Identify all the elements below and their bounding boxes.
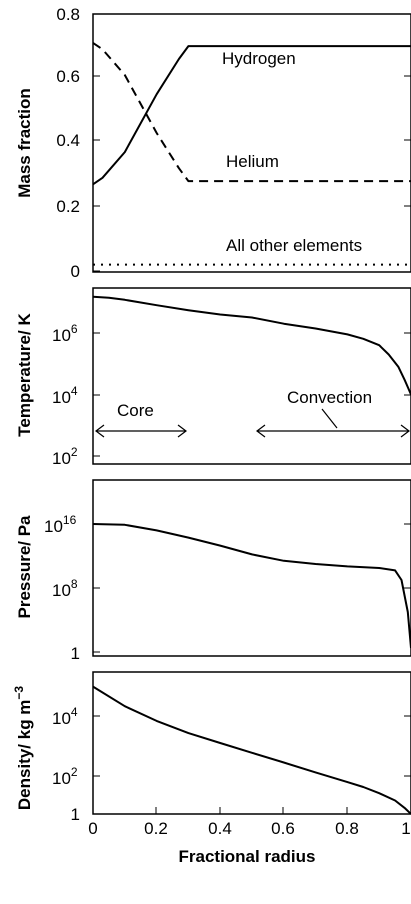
- series-line-panel-3: [92, 685, 411, 815]
- y-axis-label: Temperature/ K: [15, 313, 34, 437]
- series-line-hydrogen: [92, 45, 411, 186]
- y-axis-label: Mass fraction: [15, 88, 34, 198]
- axes-frame: [92, 13, 411, 273]
- y-ticks: 104 102 1: [52, 705, 411, 824]
- y-tick-label: 104: [52, 705, 78, 728]
- panel-pressure: Pressure/ Pa 1016 108 1: [15, 479, 411, 663]
- y-tick-label: 1: [71, 644, 80, 663]
- axes-frame: [92, 671, 411, 815]
- y-tick-label: 104: [52, 384, 78, 407]
- y-tick-label: 0.2: [56, 197, 80, 216]
- x-ticks: 0 0.2 0.4 0.6 0.8 1: [88, 807, 411, 838]
- convection-label: Convection: [287, 388, 372, 407]
- series-lines: [92, 523, 411, 649]
- y-tick-label: 0.4: [56, 131, 80, 150]
- core-label: Core: [117, 401, 154, 420]
- x-tick-label: 1: [401, 819, 410, 838]
- x-tick-label: 0.8: [335, 819, 359, 838]
- hydrogen-label: Hydrogen: [222, 49, 296, 68]
- x-tick-label: 0: [88, 819, 97, 838]
- series-line-panel-1: [92, 295, 411, 395]
- axes-frame: [92, 479, 411, 657]
- panel-temperature: Temperature/ K 106 104 102 Core Convecti…: [15, 287, 411, 468]
- y-tick-label: 106: [52, 322, 78, 345]
- y-tick-label: 0: [71, 262, 80, 281]
- other-elements-label: All other elements: [226, 236, 362, 255]
- core-arrow: [95, 424, 187, 438]
- y-tick-label: 102: [52, 445, 78, 468]
- y-tick-label: 102: [52, 765, 78, 788]
- series-lines: [92, 295, 411, 395]
- series-lines: [92, 42, 411, 266]
- y-axis-label: Density/ kg m−3: [12, 686, 34, 811]
- x-tick-label: 0.4: [208, 819, 232, 838]
- y-axis-label: Pressure/ Pa: [15, 515, 34, 619]
- series-line-helium: [92, 42, 411, 183]
- x-tick-label: 0.2: [144, 819, 168, 838]
- y-ticks: 1016 108 1: [44, 513, 411, 663]
- y-tick-label: 0.8: [56, 5, 80, 24]
- helium-label: Helium: [226, 152, 279, 171]
- convection-arrow: [256, 408, 410, 438]
- y-tick-label: 108: [52, 577, 78, 600]
- y-tick-label: 1: [71, 805, 80, 824]
- series-line-panel-2: [92, 523, 411, 649]
- y-tick-label: 1016: [44, 513, 77, 536]
- series-lines: [92, 685, 411, 815]
- y-tick-label: 0.6: [56, 67, 80, 86]
- panel-density: Density/ kg m−3 104 102 1 0 0.2 0.4 0.6 …: [12, 671, 411, 866]
- x-axis-label: Fractional radius: [179, 847, 316, 866]
- y-ticks: 0 0.2 0.4 0.6 0.8: [56, 5, 411, 281]
- axes-frame: [92, 287, 411, 465]
- x-tick-label: 0.6: [271, 819, 295, 838]
- panel-mass-fraction: Mass fraction 0 0.2 0.4 0.6 0.8 Hydrogen…: [15, 5, 411, 281]
